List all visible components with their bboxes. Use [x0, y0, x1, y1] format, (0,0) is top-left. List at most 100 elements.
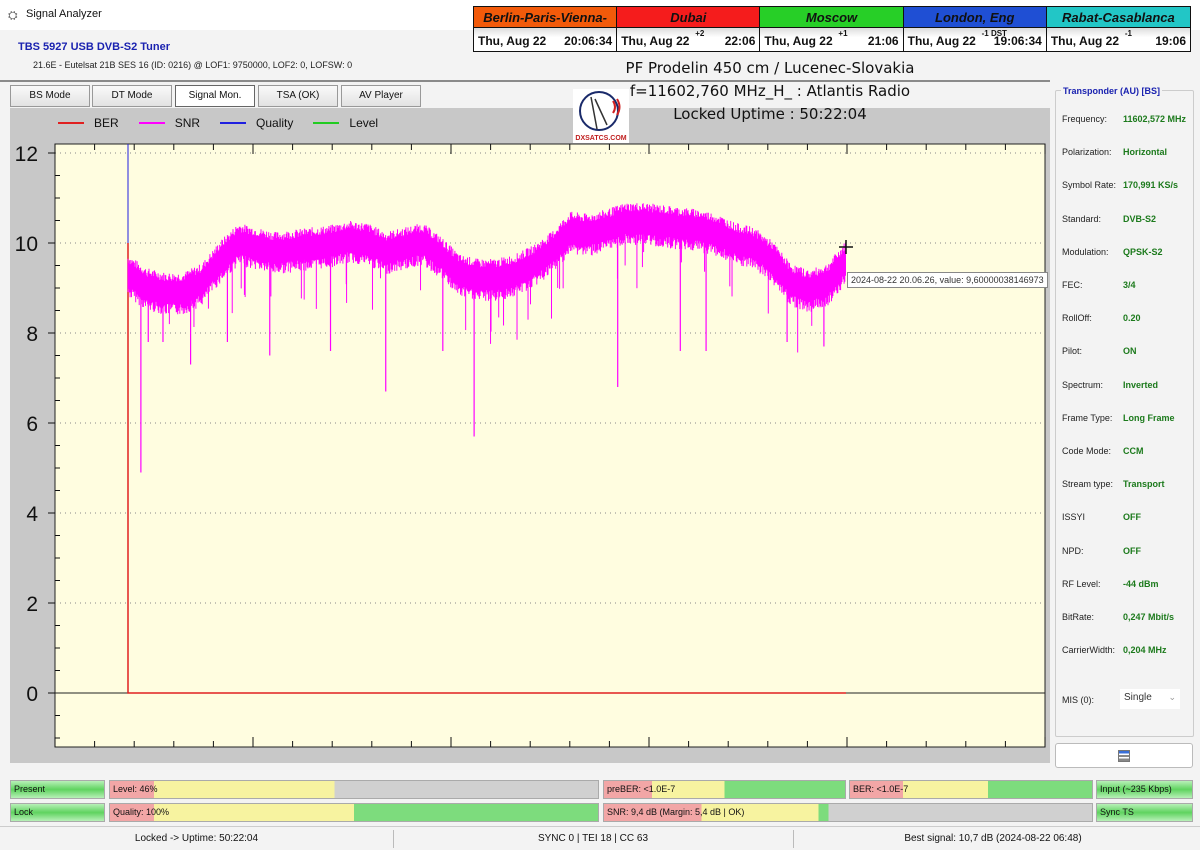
- clock-time: 20:06:34: [564, 34, 613, 48]
- clock-date: Thu, Aug 22: [907, 34, 976, 48]
- transponder-row: Code Mode: CCM: [1062, 446, 1144, 456]
- tab-dt-mode[interactable]: DT Mode: [92, 85, 172, 107]
- clock-time: 19:06:34: [993, 34, 1042, 48]
- field-value: ON: [1123, 346, 1137, 357]
- clock-time: 19:06: [1155, 34, 1187, 48]
- clock-0: Berlin-Paris-Vienna-Roma Thu, Aug 22 20:…: [474, 7, 618, 51]
- field-label: Stream type:: [1062, 479, 1114, 490]
- lock-indicator: Lock: [10, 803, 105, 822]
- field-value: Horizontal: [1123, 147, 1167, 158]
- legend-item-ber[interactable]: BER: [58, 116, 119, 130]
- field-value: CCM: [1123, 446, 1144, 456]
- divider: [0, 80, 1050, 82]
- field-value: 170,991 KS/s: [1123, 180, 1179, 191]
- transponder-row: Standard: DVB-S2: [1062, 214, 1156, 224]
- field-value: 0,247 Mbit/s: [1123, 612, 1175, 622]
- tab-bs-mode[interactable]: BS Mode: [10, 85, 90, 107]
- clock-city: Berlin-Paris-Vienna-Roma: [474, 7, 617, 46]
- clock-time: 22:06: [724, 34, 756, 48]
- legend-item-level[interactable]: Level: [313, 116, 378, 130]
- field-value: DVB-S2: [1123, 213, 1157, 224]
- divider: [793, 830, 794, 848]
- sync-status: SYNC 0 | TEI 18 | CC 63: [537, 833, 649, 844]
- input-indicator: Input (~235 Kbps): [1096, 780, 1193, 799]
- field-label: Pilot:: [1062, 346, 1083, 357]
- field-label: Frame Type:: [1062, 412, 1113, 423]
- field-label: FEC:: [1062, 280, 1083, 290]
- clock-city: London, Eng: [903, 7, 1046, 28]
- transponder-row: RollOff: 0.20: [1062, 313, 1141, 323]
- clock-1: Dubai Thu, Aug 22 +2 22:06: [617, 7, 761, 51]
- field-label: Spectrum:: [1062, 379, 1104, 390]
- field-label: Frequency:: [1062, 114, 1108, 124]
- field-label: CarrierWidth:: [1062, 645, 1116, 656]
- field-value: 3/4: [1123, 280, 1136, 290]
- clock-offset: -1: [1124, 29, 1132, 38]
- clock-date: Thu, Aug 22: [621, 34, 690, 48]
- tuner-name: TBS 5927 USB DVB-S2 Tuner: [18, 41, 171, 53]
- best-signal-status: Best signal: 10,7 dB (2024-08-22 06:48): [904, 833, 1082, 844]
- divider: [393, 830, 394, 848]
- clock-offset: +1: [838, 29, 848, 38]
- transponder-row: RF Level: -44 dBm: [1062, 579, 1159, 589]
- transponder-row: Pilot: ON: [1062, 346, 1137, 356]
- quality-bar: Quality: 100%: [109, 803, 599, 822]
- field-value: -44 dBm: [1123, 578, 1159, 589]
- tab-signal-mon[interactable]: Signal Mon.: [175, 85, 255, 107]
- logo-text: DXSATCS.COM: [575, 135, 626, 142]
- frequency-channel: f=11602,760 MHz_H_ : Atlantis Radio: [629, 82, 911, 100]
- field-label: Code Mode:: [1062, 446, 1112, 456]
- transponder-row: FEC: 3/4: [1062, 280, 1136, 290]
- field-label: Standard:: [1062, 213, 1102, 224]
- chart-legend: BER SNR Quality Level: [58, 116, 378, 130]
- legend-label: BER: [94, 116, 119, 130]
- legend-swatch: [58, 122, 84, 124]
- legend-item-quality[interactable]: Quality: [220, 116, 293, 130]
- satellite-info: 21.6E - Eutelsat 21B SES 16 (ID: 0216) @…: [33, 60, 353, 70]
- present-indicator: Present: [10, 780, 105, 799]
- field-label: Modulation:: [1062, 246, 1109, 257]
- ber-bar: BER: <1.0E-7: [849, 780, 1093, 799]
- clock-city: Dubai: [617, 7, 760, 28]
- dxsatcs-logo: DXSATCS.COM: [573, 89, 629, 143]
- clock-city: Rabat-Casablanca: [1046, 7, 1191, 28]
- mis-select[interactable]: Single ⌄: [1120, 689, 1180, 709]
- tab-av-player[interactable]: AV Player: [341, 85, 421, 107]
- snr-bar: SNR: 9,4 dB (Margin: 5,4 dB | OK): [603, 803, 1093, 822]
- legend-swatch: [138, 122, 165, 124]
- transponder-row: CarrierWidth: 0,204 MHz: [1062, 645, 1167, 655]
- transponder-row: Spectrum: Inverted: [1062, 380, 1158, 390]
- clock-offset: +2: [695, 29, 705, 38]
- tab-tsa-ok[interactable]: TSA (OK): [258, 85, 338, 107]
- list-button[interactable]: [1055, 743, 1193, 768]
- field-value: 11602,572 MHz: [1123, 114, 1187, 124]
- legend-swatch: [313, 122, 340, 124]
- field-label: NPD:: [1062, 545, 1084, 556]
- mis-row: MIS (0):: [1062, 695, 1123, 705]
- dish-location: PF Prodelin 450 cm / Lucenec-Slovakia: [625, 59, 915, 77]
- transponder-row: NPD: OFF: [1062, 546, 1141, 556]
- chart-tooltip: 2024-08-22 20.06.26, value: 9,6000003814…: [847, 272, 1048, 288]
- chevron-down-icon: ⌄: [1168, 692, 1176, 702]
- field-value: Long Frame: [1123, 412, 1175, 423]
- field-value: OFF: [1123, 545, 1141, 556]
- mis-label: MIS (0):: [1062, 695, 1095, 705]
- clock-2: Moscow Thu, Aug 22 +1 21:06: [760, 7, 904, 51]
- field-label: RollOff:: [1062, 313, 1092, 324]
- field-label: Polarization:: [1062, 147, 1112, 158]
- clock-date: Thu, Aug 22: [764, 34, 833, 48]
- legend-item-snr[interactable]: SNR: [138, 116, 201, 130]
- field-value: Transport: [1123, 479, 1165, 490]
- legend-label: SNR: [174, 116, 201, 130]
- field-value: 0.20: [1123, 313, 1141, 324]
- transponder-row: BitRate: 0,247 Mbit/s: [1062, 612, 1174, 622]
- level-bar: Level: 46%: [109, 780, 599, 799]
- transponder-row: Frame Type: Long Frame: [1062, 413, 1175, 423]
- list-icon: [1118, 749, 1130, 762]
- field-value: QPSK-S2: [1123, 246, 1163, 257]
- clock-date: Thu, Aug 22: [1050, 34, 1120, 48]
- field-label: BitRate:: [1062, 612, 1095, 622]
- field-value: 0,204 MHz: [1123, 645, 1167, 656]
- clock-time: 21:06: [867, 34, 899, 48]
- world-clocks: Berlin-Paris-Vienna-Roma Thu, Aug 22 20:…: [473, 6, 1191, 52]
